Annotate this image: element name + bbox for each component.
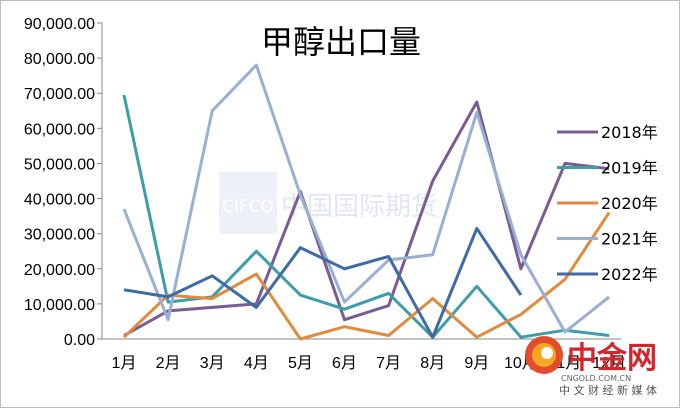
y-tick-label: 90,000.00: [24, 16, 95, 33]
x-tick-labels: 1月 2月 3月 4月 5月 6月 7月 8月 9月 10月 11月 12月: [112, 355, 626, 372]
y-tick-label: 80,000.00: [24, 51, 95, 68]
series-line-2022年: [123, 226, 523, 339]
legend-label: 2022年: [601, 265, 658, 284]
cngold-domain: CNGOLD.COM.CN: [561, 374, 631, 383]
cngold-watermark: 中金网 CNGOLD.COM.CN 中 文 财 经 新 媒 体: [525, 336, 657, 397]
x-tick-label: 9月: [464, 355, 489, 372]
cifco-logo-text: CIFCO: [222, 197, 274, 217]
x-tick-label: 1月: [112, 355, 137, 372]
x-tick-label: 12月: [592, 355, 626, 372]
x-tick-label: 8月: [420, 355, 445, 372]
x-tick-label: 7月: [376, 355, 401, 372]
x-tick-label: 6月: [332, 355, 357, 372]
y-tick-label: 50,000.00: [24, 156, 95, 173]
legend-label: 2018年: [601, 123, 658, 142]
series-line-2020年: [122, 211, 611, 341]
legend-label: 2020年: [601, 194, 658, 213]
y-tick-label: 20,000.00: [24, 262, 95, 279]
legend: 2018年 2019年 2020年 2021年 2022年: [557, 123, 658, 284]
chart-title: 甲醇出口量: [261, 23, 421, 61]
y-tick-label: 10,000.00: [24, 297, 95, 314]
y-tick-label: 0.00: [64, 332, 95, 349]
x-tick-label: 2月: [156, 355, 181, 372]
series-line-2018年: [123, 100, 610, 337]
cngold-cn-text: 中金网: [567, 341, 657, 376]
series-line-2021年: [122, 63, 611, 334]
legend-label: 2019年: [601, 159, 658, 178]
y-tick-label: 40,000.00: [24, 192, 95, 209]
cifco-watermark: CIFCO 中国国际期货: [219, 172, 437, 234]
y-tick-labels: 0.00 10,000.00 20,000.00 30,000.00 40,000.00…: [24, 16, 102, 349]
cifco-logo-block: [219, 172, 277, 234]
y-tick-label: 70,000.00: [24, 86, 95, 103]
cngold-logo-core: [541, 347, 553, 359]
x-tick-label: 3月: [200, 355, 225, 372]
x-tick-label: 5月: [288, 355, 313, 372]
cngold-slogan: 中 文 财 经 新 媒 体: [559, 383, 657, 397]
y-tick-label: 30,000.00: [24, 227, 95, 244]
legend-label: 2021年: [601, 230, 658, 249]
y-tick-label: 60,000.00: [24, 121, 95, 138]
x-tick-label: 4月: [244, 355, 269, 372]
series-lines: [122, 63, 611, 341]
